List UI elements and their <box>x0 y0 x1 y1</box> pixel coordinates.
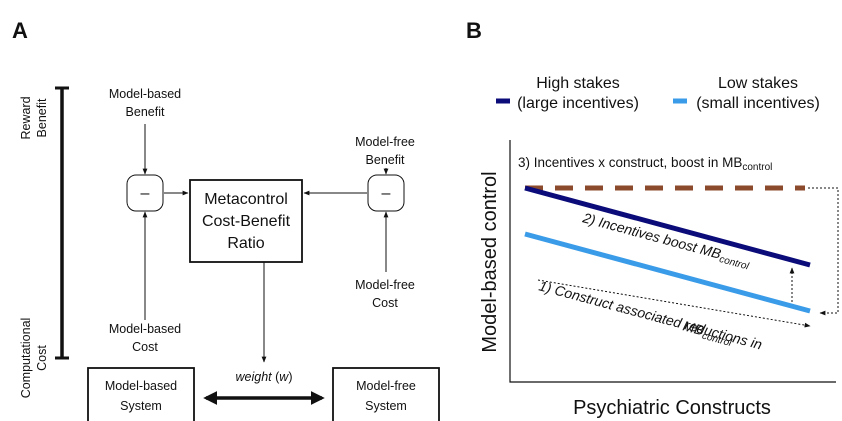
weight-symbol: w <box>279 370 289 384</box>
x-axis-label: Psychiatric Constructs <box>573 397 771 419</box>
label-line: Reward <box>19 96 33 139</box>
panel-label: B <box>466 18 482 43</box>
minus-sign: – <box>141 185 150 202</box>
label-line: Benefit <box>35 98 49 137</box>
note-sub: control <box>742 162 772 173</box>
note-text: MB <box>681 317 705 338</box>
label-line: Cost <box>35 345 49 371</box>
mb-system-box <box>87 367 195 421</box>
mf-cost: Model-free <box>355 278 415 292</box>
mf-cost: Cost <box>372 296 398 310</box>
dotted-arrow <box>808 187 839 316</box>
mf-system: Model-free <box>356 379 416 393</box>
panel-label: A <box>12 18 28 43</box>
label-line: Computational <box>19 318 33 399</box>
panel-b: B High stakes (large incentives) Low sta… <box>466 18 839 419</box>
note-text: 3) Incentives x construct, boost in MB <box>518 155 742 170</box>
mf-benefit: Model-free <box>355 135 415 149</box>
legend-text: Low stakes <box>718 75 798 92</box>
center-text: Ratio <box>227 235 264 252</box>
legend-text: (small incentives) <box>696 95 820 112</box>
legend-text: High stakes <box>536 75 620 92</box>
center-text: Metacontrol <box>204 191 288 208</box>
mb-system: System <box>120 399 162 413</box>
high-stakes-line <box>524 185 811 268</box>
center-text: Cost-Benefit <box>202 213 291 230</box>
note-sub: control <box>718 254 751 273</box>
mb-benefit: Model-based <box>109 87 181 101</box>
mf-system-box <box>332 367 440 421</box>
legend-text: (large incentives) <box>517 95 639 112</box>
dotted-arrow <box>537 279 811 328</box>
weight-label: weight (w) <box>236 370 293 384</box>
center-box <box>189 179 303 263</box>
axis-top-label: Reward Benefit <box>19 96 49 139</box>
weight-close: ) <box>288 370 292 384</box>
mb-system: Model-based <box>105 379 177 393</box>
mf-system: System <box>365 399 407 413</box>
low-stakes-line <box>524 231 811 314</box>
y-axis-label: Model-based control <box>479 171 501 352</box>
minus-node <box>126 174 164 212</box>
axis-bottom-label: Computational Cost <box>19 318 49 399</box>
minus-node <box>367 174 405 212</box>
panel-a: A Reward Benefit Computational Cost Mode… <box>12 18 440 421</box>
mf-benefit: Benefit <box>366 153 405 167</box>
minus-sign: – <box>382 185 391 202</box>
axes <box>509 140 836 383</box>
weight-word: weight <box>236 370 273 384</box>
weight-open: ( <box>272 370 280 384</box>
mb-cost: Model-based <box>109 322 181 336</box>
mb-benefit: Benefit <box>126 105 165 119</box>
note-3: 3) Incentives x construct, boost in MBco… <box>518 155 772 173</box>
mb-cost: Cost <box>132 340 158 354</box>
